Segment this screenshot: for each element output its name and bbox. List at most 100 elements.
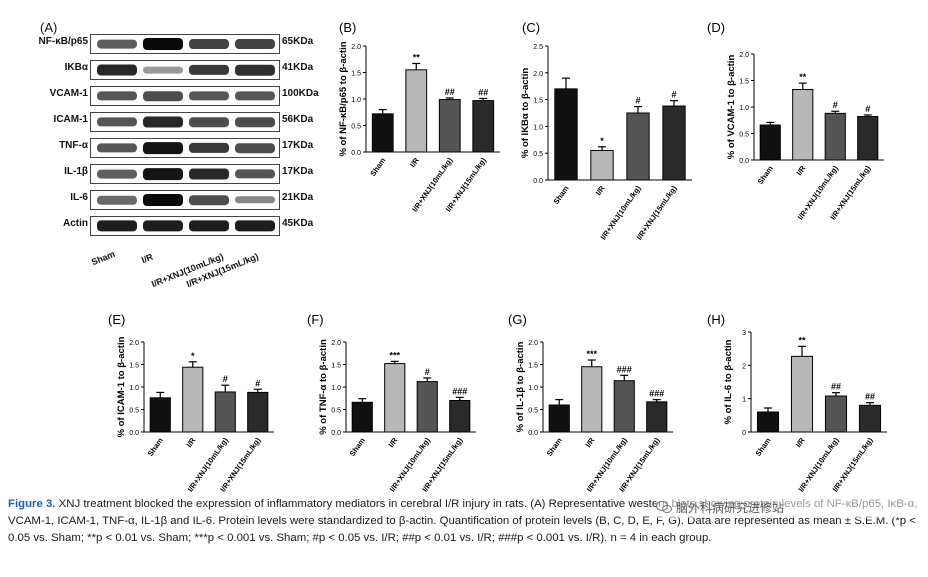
panel-label: (E) <box>108 312 125 327</box>
bar <box>858 404 882 433</box>
watermark: 脑外科病研究进修站 <box>656 496 926 518</box>
blot-kda-label: 56KDa <box>282 114 314 125</box>
bar <box>405 69 428 153</box>
significance-label: ### <box>617 364 632 374</box>
bar-charts: (B)0.00.51.01.52.0% of NF-κB/p65 to β-ac… <box>108 20 887 494</box>
significance-label: ### <box>452 386 467 396</box>
y-tick-label: 1.0 <box>533 124 543 131</box>
y-tick-label: 1.5 <box>129 363 139 370</box>
y-tick-label: 1.5 <box>739 79 749 86</box>
y-tick-label: 1.0 <box>351 97 361 104</box>
y-axis-label: % of TNF-α to β-actin <box>318 339 329 435</box>
bar <box>756 411 780 433</box>
blot-band <box>97 39 137 49</box>
blot-kda-label: 65KDa <box>282 36 314 47</box>
y-tick-label: 2.0 <box>129 340 139 347</box>
blot-band <box>235 39 275 49</box>
blot-row-label: Actin <box>63 218 88 229</box>
blot-kda-label: 21KDa <box>282 192 314 203</box>
x-category-label: I/R <box>584 436 597 449</box>
blot-kda-label: 41KDa <box>282 62 314 73</box>
bar <box>824 395 848 433</box>
significance-label: ** <box>798 335 806 345</box>
significance-label: ## <box>865 392 875 402</box>
y-tick-label: 2.0 <box>528 340 538 347</box>
blot-band <box>235 143 275 153</box>
significance-label: ## <box>445 87 455 97</box>
blot-band <box>143 116 183 128</box>
blot-band <box>97 64 137 76</box>
x-category-label: Sham <box>368 156 387 178</box>
watermark-text: 脑外科病研究进修站 <box>676 500 785 515</box>
bar <box>790 355 814 433</box>
bar <box>613 380 635 433</box>
y-tick-label: 0.5 <box>739 132 749 139</box>
blot-row-label: IKBα <box>64 62 88 73</box>
bar <box>590 150 614 181</box>
significance-label: ## <box>831 382 841 392</box>
x-category-label: I/R <box>387 436 400 449</box>
panel-label: (C) <box>522 20 540 35</box>
x-category-label: Sham <box>756 164 775 186</box>
blot-row-label: ICAM-1 <box>53 114 88 125</box>
bar <box>662 105 686 181</box>
bar <box>416 381 438 433</box>
bar <box>449 400 471 433</box>
x-category-label: Sham <box>754 436 773 458</box>
blot-band <box>235 220 275 232</box>
bar <box>824 112 846 161</box>
blot-band <box>143 66 183 74</box>
y-tick-label: 3 <box>742 330 746 337</box>
blot-kda-label: 17KDa <box>282 140 314 151</box>
x-category-label: I/R <box>185 436 198 449</box>
y-axis-label: % of IL-6 to β-actin <box>723 339 734 424</box>
panel-label-a: (A) <box>40 20 58 35</box>
y-tick-label: 0.0 <box>331 430 341 437</box>
blot-row-label: IL-6 <box>70 192 88 203</box>
significance-label: # <box>425 367 430 377</box>
y-axis-label: % of ICAM-1 to β-actin <box>116 336 127 437</box>
y-tick-label: 1 <box>742 397 746 404</box>
bar <box>182 366 204 433</box>
x-category-label: Sham <box>552 184 571 206</box>
bar <box>384 363 406 433</box>
significance-label: # <box>255 378 260 388</box>
y-axis-label: % of IL-1β to β-actin <box>515 341 526 432</box>
blot-strip <box>90 112 280 132</box>
blot-band <box>189 220 229 232</box>
x-category-label: I/R <box>408 156 421 169</box>
x-category-label: Sham <box>348 436 367 458</box>
bar <box>646 401 668 433</box>
y-axis-label: % of VCAM-1 to β-actin <box>726 55 737 160</box>
y-tick-label: 0.5 <box>351 124 361 131</box>
blot-kda-label: 17KDa <box>282 166 314 177</box>
x-category-label: Sham <box>146 436 165 458</box>
significance-label: # <box>635 96 640 106</box>
significance-label: ### <box>649 389 664 399</box>
significance-label: # <box>223 374 228 384</box>
bar <box>371 113 394 153</box>
wechat-icon <box>656 501 672 514</box>
y-tick-label: 1.0 <box>739 105 749 112</box>
y-axis-label: % of IKBα to β-actin <box>520 68 531 158</box>
blot-row-label: TNF-α <box>59 140 88 151</box>
y-tick-label: 2.5 <box>533 44 543 51</box>
blot-strip <box>90 86 280 106</box>
y-tick-label: 0.0 <box>739 158 749 165</box>
blot-kda-label: 100KDa <box>282 88 319 99</box>
significance-label: # <box>833 100 838 110</box>
bar <box>554 88 578 181</box>
significance-label: ** <box>413 52 421 62</box>
bar <box>581 366 603 433</box>
y-tick-label: 0 <box>742 430 746 437</box>
y-tick-label: 1.5 <box>351 71 361 78</box>
y-tick-label: 1.5 <box>331 363 341 370</box>
y-tick-label: 0.5 <box>129 408 139 415</box>
blot-band <box>143 142 183 154</box>
blot-band <box>235 196 275 204</box>
significance-label: *** <box>389 350 400 360</box>
blot-band <box>143 194 183 206</box>
y-tick-label: 1.0 <box>528 385 538 392</box>
figure-label: Figure 3. <box>8 498 56 510</box>
